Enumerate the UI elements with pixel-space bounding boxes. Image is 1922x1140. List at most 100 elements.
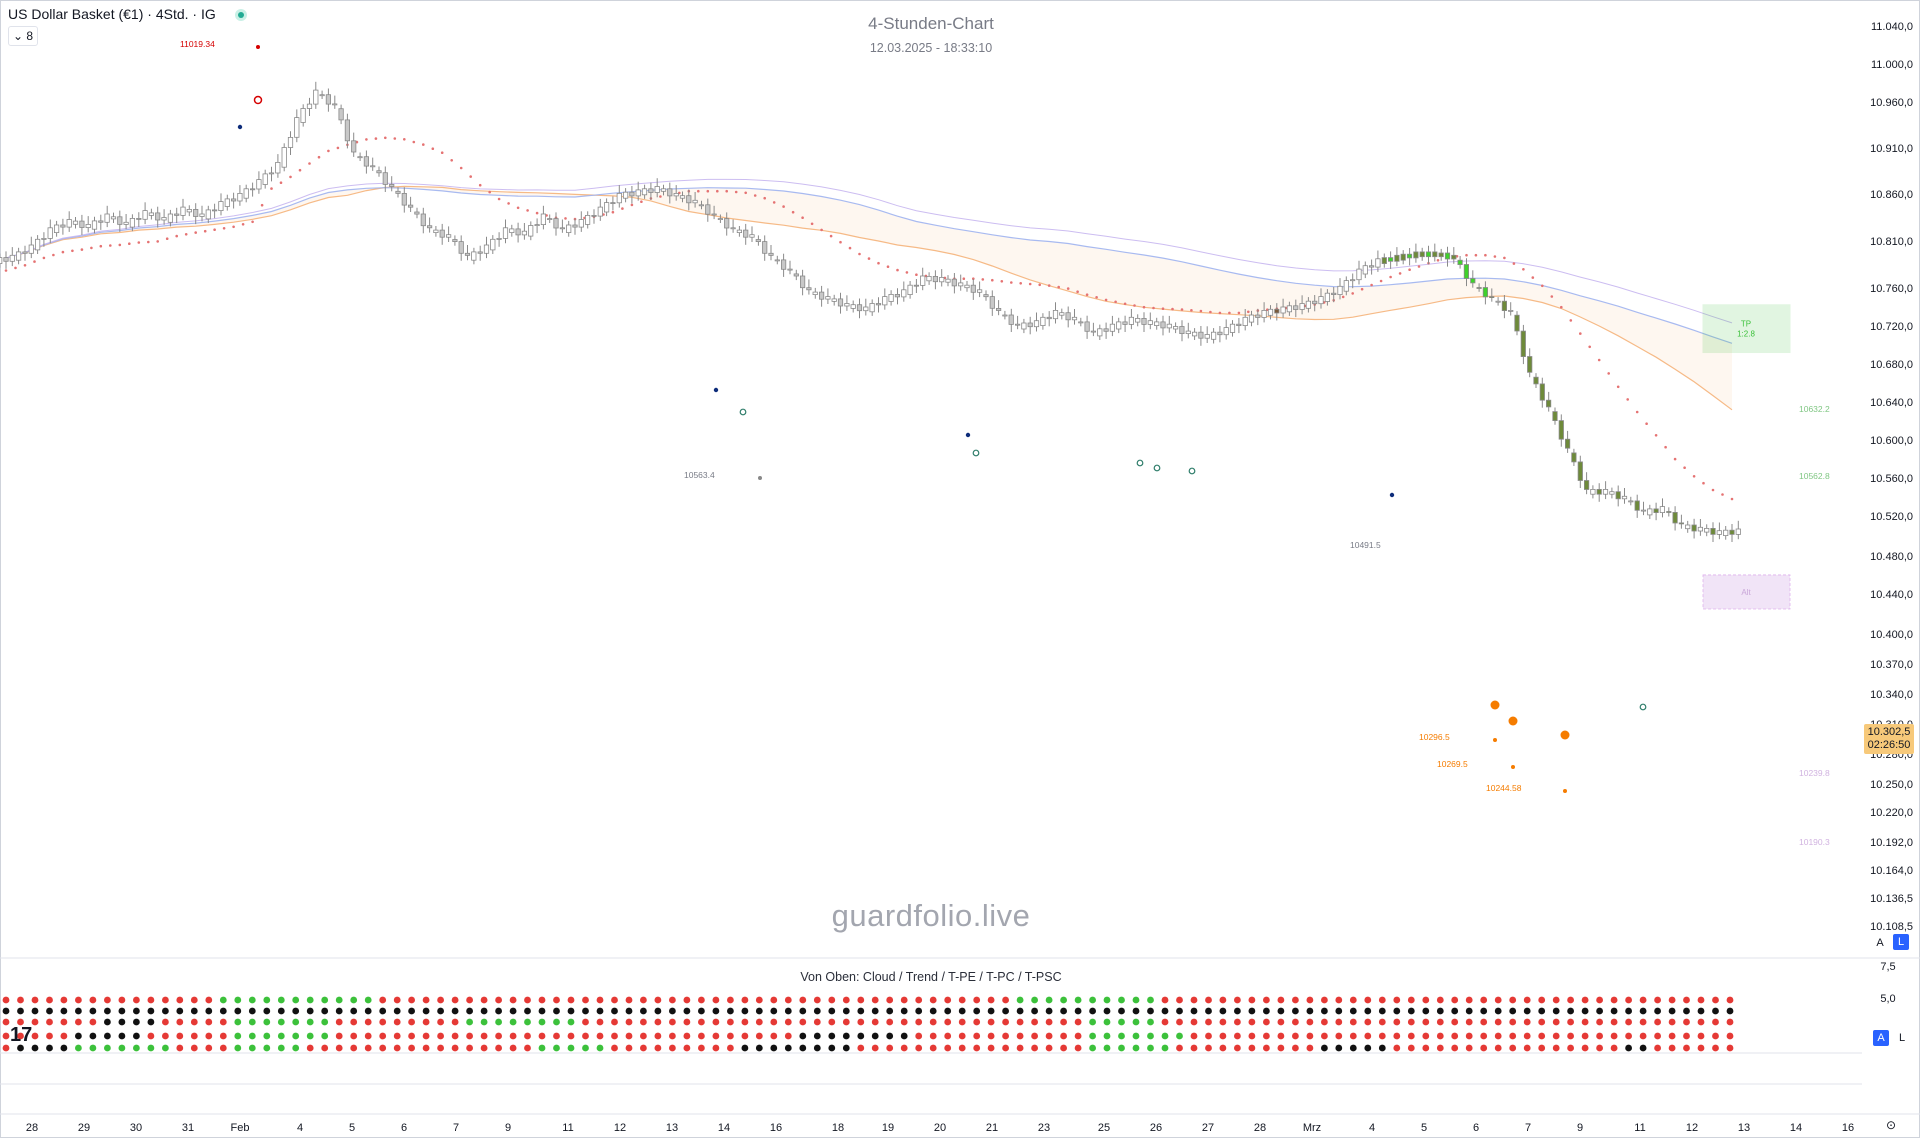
indicator-dot [944, 1032, 952, 1040]
indicator-dot [842, 1044, 850, 1052]
indicator-dot [611, 1018, 618, 1026]
indicator-dot [263, 996, 271, 1004]
indicator-dot [712, 996, 720, 1004]
x-tick-label: 30 [130, 1122, 142, 1134]
trailing-stop-dot [422, 143, 425, 146]
indicator-dot [712, 1007, 720, 1015]
indicator-dot [379, 1032, 387, 1040]
candle [1015, 323, 1021, 326]
indicator-dot [1306, 1007, 1314, 1015]
trailing-stop-dot [1360, 287, 1364, 291]
trailing-stop-dot [1341, 295, 1345, 299]
indicator-dot [335, 1044, 343, 1052]
indicator-dot [1219, 1007, 1227, 1015]
indicator-dot [784, 996, 792, 1004]
candle [332, 103, 338, 106]
candle [1362, 265, 1368, 275]
indicator-dot [640, 1032, 647, 1040]
trailing-stop-dot [962, 277, 966, 281]
indicator-dot [1552, 1032, 1560, 1040]
candle [901, 289, 907, 298]
candle [426, 225, 433, 229]
candle [875, 303, 882, 306]
trailing-stop-dot [203, 229, 207, 233]
log-scale-button[interactable]: L [1893, 934, 1909, 950]
candle [218, 201, 224, 212]
candle [717, 218, 724, 221]
orange-marker [1511, 765, 1515, 769]
candle [604, 202, 610, 213]
indicator-dot [480, 1032, 488, 1040]
last-price-label: 10.302,5 02:26:50 [1864, 724, 1914, 754]
indicator-dot [828, 996, 836, 1004]
indicator-dot [1436, 996, 1444, 1004]
trailing-stop-dot [734, 190, 738, 194]
tradingview-logo[interactable]: 17 [10, 1024, 33, 1046]
trailing-stop-dot [1711, 488, 1715, 492]
indicator-dot [871, 1032, 879, 1040]
indicator-dot [1089, 1018, 1096, 1026]
candle [1685, 524, 1691, 530]
indicator-dot [1654, 1007, 1661, 1015]
collapse-indicators-button[interactable]: ⌄ 8 [8, 26, 38, 46]
indicator-dot [857, 1007, 865, 1015]
candle [1552, 411, 1558, 422]
indicator-dot [1610, 1007, 1618, 1015]
indicator-dot [1538, 1044, 1546, 1052]
indicator-dot [190, 1044, 198, 1052]
candle [1135, 317, 1141, 323]
indicator-dot [1277, 996, 1285, 1004]
indicator-dot [900, 1032, 908, 1040]
indicator-dot [958, 1018, 966, 1026]
candle [1286, 305, 1292, 313]
indicator-dot [611, 1032, 618, 1040]
candle [1267, 308, 1274, 316]
candle [224, 198, 230, 207]
indicator-dot [422, 1032, 430, 1040]
indicator-dot [1509, 1007, 1517, 1015]
indicator-dot [1349, 996, 1357, 1004]
indicator-dot [1219, 996, 1227, 1004]
candle [1444, 252, 1451, 260]
indicator-dot [292, 996, 300, 1004]
indicator-dot [784, 1044, 792, 1052]
x-tick-label: 14 [718, 1122, 730, 1134]
candle [730, 227, 736, 230]
indicator-dot [162, 1032, 169, 1040]
indicator-dot [1697, 1007, 1705, 1015]
indicator-dot [1263, 1044, 1270, 1052]
candle [553, 218, 559, 229]
trailing-stop-dot [497, 197, 501, 201]
candle [882, 296, 888, 306]
trailing-stop-dot [1588, 345, 1591, 349]
candle [1419, 251, 1425, 258]
indicator-dot [306, 1044, 314, 1052]
trailing-stop-dot [156, 240, 159, 243]
indicator-dot [104, 1044, 111, 1052]
candle [1634, 500, 1640, 511]
candle [1337, 285, 1343, 295]
indicator-dot [75, 1018, 82, 1026]
candle [774, 259, 780, 262]
price-annotation: 10632.2 [1799, 404, 1830, 414]
trailing-stop-dot [1057, 285, 1060, 289]
indicator-dot [1581, 996, 1589, 1004]
indicator-dot [524, 996, 531, 1004]
indicator-dot [408, 1018, 415, 1026]
auto-scale-button[interactable]: A [1876, 937, 1884, 949]
candle [1584, 480, 1590, 490]
indicator-dot [263, 1044, 271, 1052]
candle [300, 108, 306, 123]
candle [275, 161, 281, 174]
candle [262, 173, 268, 185]
trailing-stop-dot [820, 228, 823, 232]
goto-realtime-icon[interactable]: ⊙ [1886, 1118, 1897, 1132]
trailing-stop-dot [905, 271, 909, 274]
symbol-title[interactable]: US Dollar Basket (€1) · 4Std. · IG [8, 6, 216, 22]
candle [1052, 309, 1059, 320]
indicator-log-scale-button[interactable]: L [1898, 1032, 1906, 1044]
candle [502, 227, 509, 239]
indicator-dot [451, 1007, 459, 1015]
indicator-auto-scale-button[interactable]: A [1873, 1030, 1889, 1046]
